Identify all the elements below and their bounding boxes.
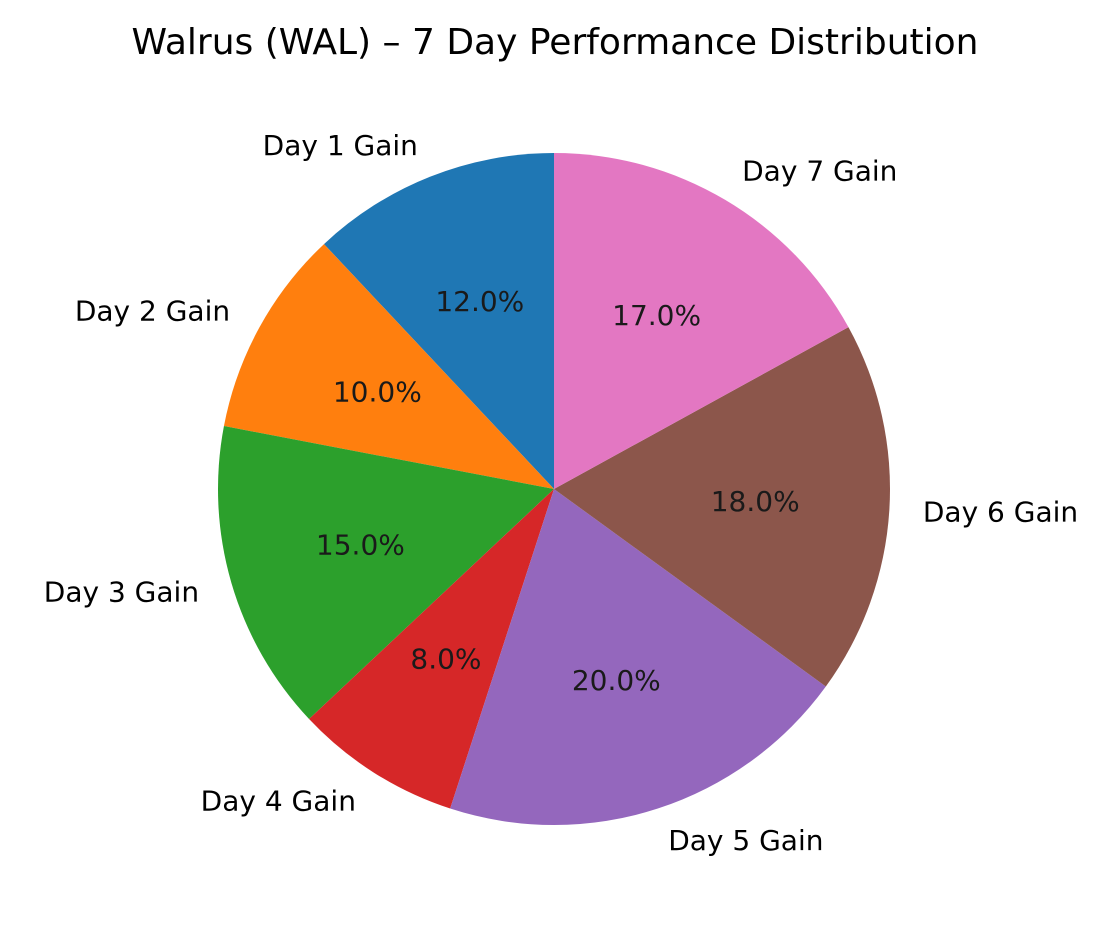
pie-slice-label-2: Day 2 Gain [75, 294, 230, 327]
pie-slice-1 [323, 153, 554, 489]
pie-slice-7 [554, 153, 849, 489]
pie-slices [217, 153, 891, 825]
pie-percent-label-5: 20.0% [572, 664, 661, 697]
pie-percent-label-3: 15.0% [316, 529, 405, 562]
pie-slice-4 [309, 489, 554, 809]
pie-slice-label-5: Day 5 Gain [668, 824, 823, 857]
pie-slice-label-6: Day 6 Gain [923, 496, 1078, 529]
pie-slice-3 [217, 426, 554, 720]
pie-slice-label-7: Day 7 Gain [742, 154, 897, 187]
pie-slice-labels: Day 1 Gain Day 2 Gain Day 3 Gain Day 4 Gain… [44, 129, 1078, 857]
pie-slice-5 [450, 489, 826, 825]
pie-percent-label-4: 8.0% [410, 643, 481, 676]
pie-slice-label-3: Day 3 Gain [44, 576, 199, 609]
pie-percent-label-2: 10.0% [333, 375, 422, 408]
pie-slice-2 [223, 244, 554, 489]
pie-percent-label-7: 17.0% [612, 299, 701, 332]
pie-slice-label-4: Day 4 Gain [201, 785, 356, 818]
pie-percent-label-1: 12.0% [435, 285, 524, 318]
pie-percent-labels: 12.0% 10.0% 15.0% 8.0% 20.0% 18.0% 17.0% [316, 285, 800, 697]
chart-title: Walrus (WAL) – 7 Day Performance Distrib… [132, 22, 979, 63]
pie-slice-label-1: Day 1 Gain [263, 129, 418, 162]
pie-slice-6 [554, 327, 891, 687]
pie-percent-label-6: 18.0% [711, 485, 800, 518]
